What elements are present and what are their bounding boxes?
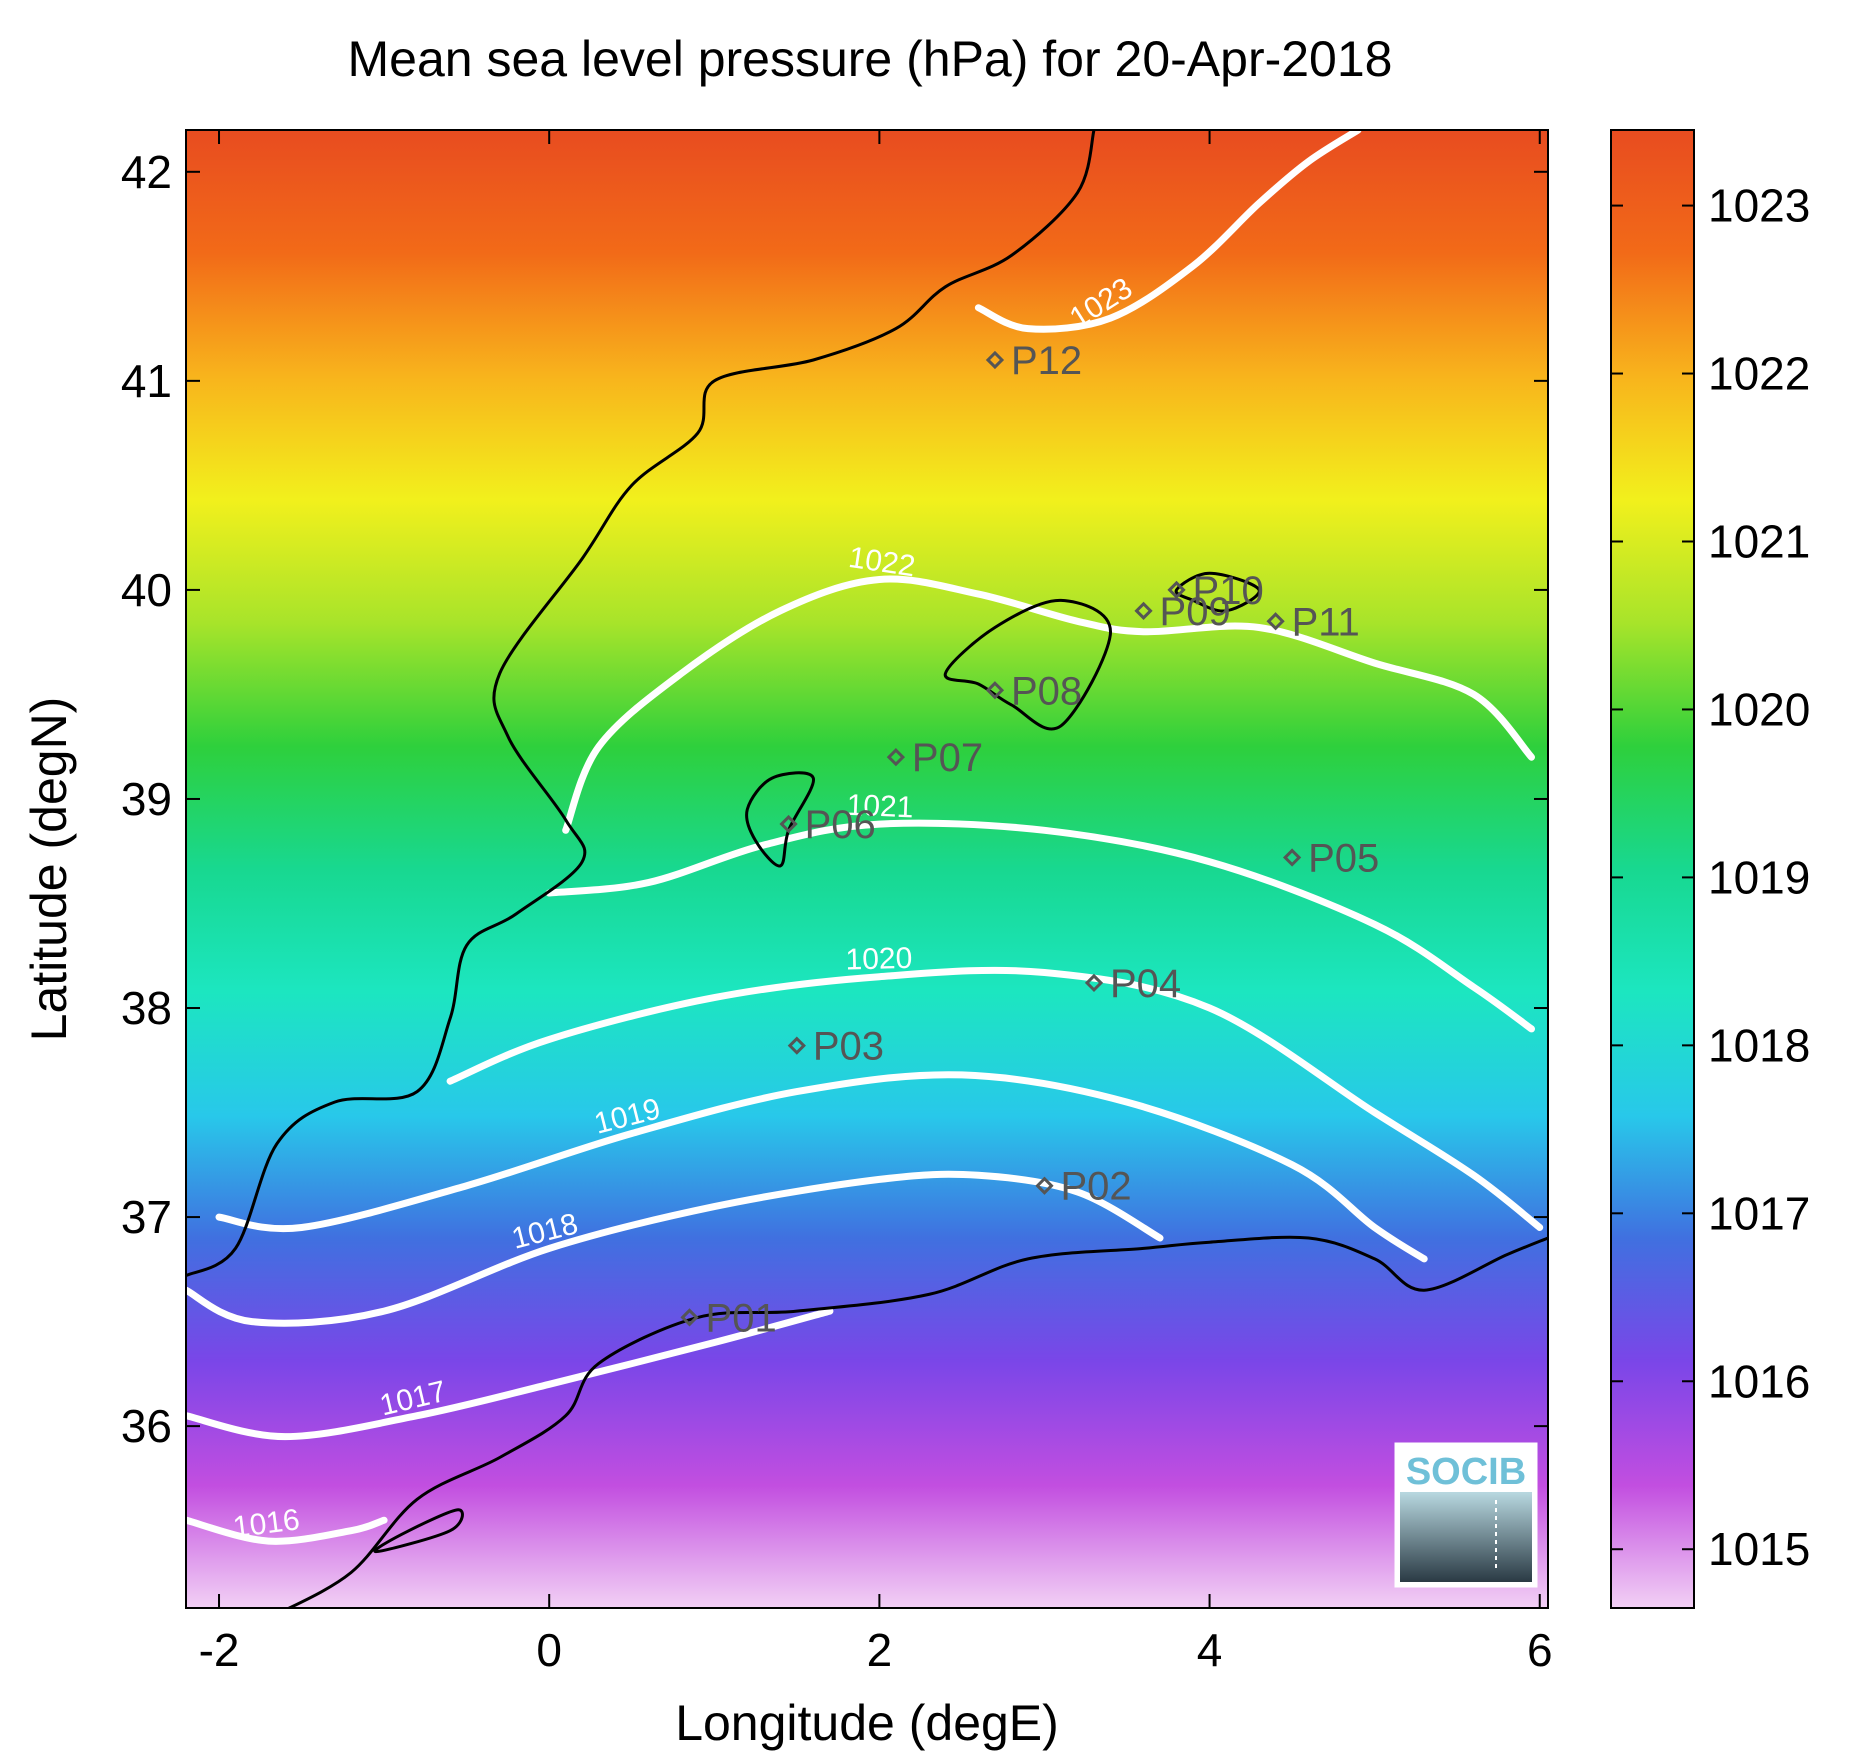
- station-marker: [985, 681, 1005, 700]
- isobar-label: 1021: [846, 789, 914, 825]
- coastline-menorca: [1174, 571, 1261, 613]
- colorbar-tick-label: 1015: [1708, 1523, 1810, 1575]
- station-marker: [1084, 973, 1104, 993]
- x-tick-label: 2: [867, 1624, 893, 1676]
- station-label: P04: [1110, 962, 1181, 1006]
- y-tick-label: 36: [121, 1400, 172, 1452]
- socib-logo: SOCIB: [1394, 1442, 1538, 1588]
- station-marker: [1035, 1176, 1054, 1195]
- station-label: P08: [1011, 669, 1082, 713]
- station-marker: [1266, 612, 1285, 631]
- station-marker: [680, 1308, 699, 1327]
- colorbar-tick-label: 1019: [1708, 851, 1810, 903]
- station-label: P07: [912, 736, 983, 780]
- station-label: P01: [706, 1296, 777, 1340]
- colorbar-fill: [1610, 129, 1695, 1609]
- station-label: P05: [1308, 837, 1379, 881]
- colorbar-tick-label: 1020: [1708, 683, 1810, 735]
- station-label: P06: [805, 803, 876, 847]
- chart-title: Mean sea level pressure (hPa) for 20-Apr…: [348, 31, 1393, 87]
- isobar-line: [186, 1170, 1164, 1327]
- colorbar: 1015 1016 1017 1018 1019 1020 1021 1022 1023: [1610, 129, 1810, 1609]
- colorbar-tick-label: 1022: [1708, 348, 1810, 400]
- x-tick-label: 0: [536, 1624, 562, 1676]
- y-tick-label: 42: [121, 146, 172, 198]
- isobar-line: [446, 966, 1544, 1231]
- y-tick-label: 40: [121, 564, 172, 616]
- station-marker: [787, 1036, 806, 1055]
- x-axis-ticks: -2 0 2 4 6: [199, 130, 1553, 1676]
- station-marker: [886, 748, 906, 767]
- x-tick-label: 6: [1527, 1624, 1553, 1676]
- colorbar-tick-label: 1023: [1708, 180, 1810, 232]
- isobar-line: [562, 575, 1535, 834]
- colorbar-tick-label: 1017: [1708, 1187, 1810, 1239]
- y-axis-ticks: 36 37 38 39 40 41 42: [121, 146, 1548, 1452]
- colorbar-tick-label: 1016: [1708, 1355, 1810, 1407]
- isobar-line: [545, 819, 1535, 1033]
- y-tick-label: 38: [121, 982, 172, 1034]
- colorbar-ticks: 1015 1016 1017 1018 1019 1020 1021 1022 1023: [1611, 180, 1810, 1575]
- coastline-mallorca: [943, 598, 1112, 731]
- logo-wave: [1400, 1492, 1532, 1582]
- station-marker: [779, 814, 798, 834]
- isobar-label: 1020: [845, 942, 913, 977]
- y-tick-label: 37: [121, 1191, 172, 1243]
- station-marker: [1134, 601, 1153, 620]
- x-tick-label: 4: [1197, 1624, 1223, 1676]
- x-axis-label: Longitude (degE): [675, 1695, 1059, 1751]
- station-label: P09: [1160, 590, 1231, 634]
- plot-frame: [185, 129, 1549, 1609]
- isobar-line: [215, 1071, 1428, 1263]
- y-tick-label: 41: [121, 355, 172, 407]
- y-axis-label: Latitude (degN): [21, 697, 77, 1042]
- colorbar-tick-label: 1021: [1708, 515, 1810, 567]
- colorbar-tick-label: 1018: [1708, 1019, 1810, 1071]
- pressure-field: [186, 130, 1548, 1608]
- coastline-iberia: [186, 130, 1096, 1277]
- station-label: P12: [1011, 339, 1082, 383]
- x-tick-label: -2: [199, 1624, 240, 1676]
- station-label: P10: [1193, 569, 1264, 613]
- station-marker: [985, 350, 1005, 370]
- station-label: P03: [813, 1025, 884, 1069]
- isobar-line: [974, 130, 1362, 333]
- station-marker: [1282, 848, 1302, 867]
- y-tick-label: 39: [121, 773, 172, 825]
- coastline-africa: [285, 1235, 1548, 1608]
- logo-text: SOCIB: [1406, 1451, 1526, 1493]
- station-label: P11: [1292, 600, 1360, 644]
- isobar-line: [186, 1516, 388, 1545]
- isobar-line: [186, 1307, 834, 1441]
- coastline-alboran-islet: [373, 1508, 464, 1554]
- station-label: P02: [1060, 1165, 1131, 1209]
- coastlines: [186, 130, 1548, 1608]
- station-marker: [1167, 580, 1186, 600]
